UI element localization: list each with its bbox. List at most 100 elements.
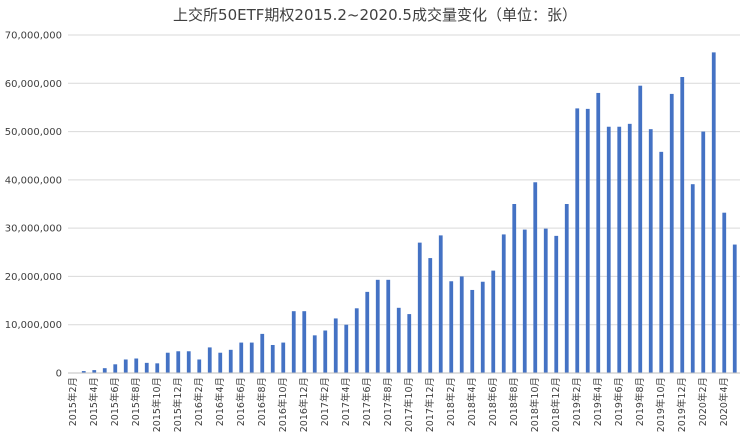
x-tick-label: 2019年10月 bbox=[655, 377, 667, 432]
x-tick-label: 2019年6月 bbox=[613, 377, 625, 426]
x-tick-label: 2018年10月 bbox=[529, 377, 541, 432]
bar bbox=[344, 324, 349, 373]
x-tick-label: 2015年4月 bbox=[88, 377, 100, 426]
y-tick-label: 30,000,000 bbox=[5, 224, 62, 235]
x-tick-label: 2018年8月 bbox=[508, 377, 520, 426]
bar bbox=[239, 342, 244, 373]
bar bbox=[722, 212, 727, 373]
bar bbox=[176, 351, 181, 373]
bar bbox=[81, 371, 86, 373]
x-tick-label: 2018年6月 bbox=[487, 377, 499, 426]
bar bbox=[554, 235, 559, 373]
x-tick-label: 2017年2月 bbox=[319, 377, 331, 426]
bars bbox=[71, 52, 737, 374]
x-tick-label: 2016年8月 bbox=[256, 377, 268, 426]
x-tick-label: 2016年4月 bbox=[214, 377, 226, 426]
bar bbox=[449, 281, 454, 373]
bar bbox=[543, 228, 548, 373]
bar bbox=[575, 108, 580, 373]
bar bbox=[627, 123, 632, 373]
x-tick-label: 2015年8月 bbox=[130, 377, 142, 426]
x-tick-label: 2017年10月 bbox=[403, 377, 415, 432]
bar bbox=[270, 344, 275, 373]
x-tick-label: 2016年12月 bbox=[298, 377, 310, 432]
bar bbox=[123, 359, 128, 373]
bar bbox=[638, 85, 643, 373]
bar bbox=[501, 234, 506, 373]
x-tick-label: 2016年6月 bbox=[235, 377, 247, 426]
bar bbox=[281, 342, 286, 373]
x-tick-label: 2017年6月 bbox=[361, 377, 373, 426]
x-tick-label: 2017年12月 bbox=[424, 377, 436, 432]
bar bbox=[312, 335, 317, 373]
bar bbox=[711, 52, 716, 373]
x-tick-label: 2019年12月 bbox=[676, 377, 688, 432]
bar bbox=[186, 351, 191, 373]
bar bbox=[144, 362, 149, 373]
gridlines bbox=[68, 34, 740, 326]
x-tick-label: 2015年12月 bbox=[172, 377, 184, 432]
bar bbox=[249, 342, 254, 373]
x-tick-label: 2020年4月 bbox=[718, 377, 730, 426]
bar bbox=[606, 126, 611, 374]
bar bbox=[375, 279, 380, 373]
x-tick-label: 2020年2月 bbox=[697, 377, 709, 426]
y-tick-label: 70,000,000 bbox=[5, 31, 62, 42]
bar bbox=[92, 370, 97, 373]
bar bbox=[470, 289, 475, 373]
y-tick-label: 20,000,000 bbox=[5, 272, 62, 283]
bar bbox=[102, 368, 107, 373]
bar bbox=[596, 92, 601, 373]
bar bbox=[659, 151, 664, 373]
bar bbox=[417, 242, 422, 373]
bar bbox=[438, 235, 443, 373]
bar bbox=[386, 279, 391, 373]
bar bbox=[491, 270, 496, 373]
y-tick-label: 40,000,000 bbox=[5, 175, 62, 186]
x-axis-ticks: 2015年2月 2015年4月 2015年6月 2015年8月 2015年10月 2015… bbox=[67, 377, 730, 432]
y-tick-label: 50,000,000 bbox=[5, 127, 62, 138]
x-tick-label: 2018年4月 bbox=[466, 377, 478, 426]
bar bbox=[564, 204, 569, 373]
bar bbox=[407, 314, 412, 373]
bar bbox=[260, 333, 265, 373]
bar bbox=[617, 126, 622, 374]
bar bbox=[459, 276, 464, 373]
x-tick-label: 2015年10月 bbox=[151, 377, 163, 432]
x-tick-label: 2019年4月 bbox=[592, 377, 604, 426]
x-tick-label: 2018年12月 bbox=[550, 377, 562, 432]
bar bbox=[323, 330, 328, 373]
bar bbox=[302, 311, 307, 373]
bar bbox=[732, 244, 737, 373]
bar bbox=[522, 229, 527, 373]
bar bbox=[218, 352, 223, 373]
x-tick-label: 2016年10月 bbox=[277, 377, 289, 432]
bar bbox=[228, 349, 233, 373]
bar bbox=[701, 131, 706, 373]
x-tick-label: 2019年8月 bbox=[634, 377, 646, 426]
y-tick-label: 0 bbox=[56, 369, 62, 380]
bar bbox=[680, 77, 685, 373]
bar bbox=[480, 281, 485, 373]
x-tick-label: 2015年2月 bbox=[67, 377, 79, 426]
x-tick-label: 2018年2月 bbox=[445, 377, 457, 426]
x-tick-label: 2019年2月 bbox=[571, 377, 583, 426]
bar bbox=[165, 352, 170, 373]
x-tick-label: 2016年2月 bbox=[193, 377, 205, 426]
bar bbox=[365, 291, 370, 373]
y-tick-label: 60,000,000 bbox=[5, 79, 62, 90]
bar bbox=[396, 307, 401, 373]
bar bbox=[354, 308, 359, 373]
bar bbox=[155, 363, 160, 373]
bar bbox=[291, 311, 296, 373]
x-tick-label: 2017年4月 bbox=[340, 377, 352, 426]
bar bbox=[207, 347, 212, 373]
x-tick-label: 2017年8月 bbox=[382, 377, 394, 426]
bar bbox=[428, 258, 433, 373]
bar bbox=[690, 184, 695, 373]
bar bbox=[533, 182, 538, 373]
bar bbox=[669, 93, 674, 373]
bar bbox=[134, 358, 139, 373]
bar bbox=[585, 108, 590, 373]
